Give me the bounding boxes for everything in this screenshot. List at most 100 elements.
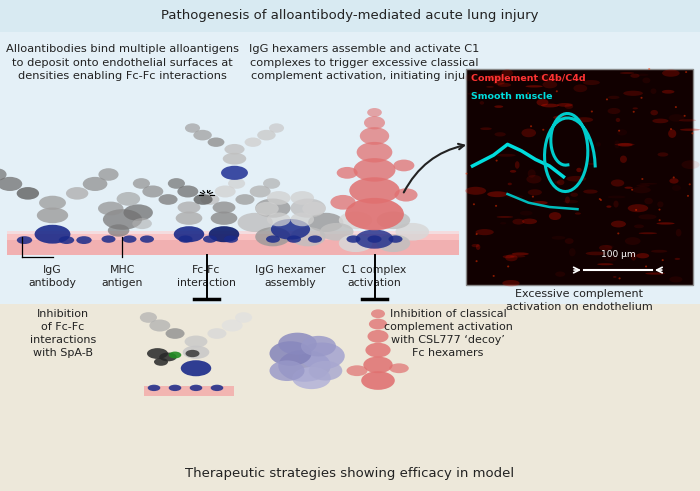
Ellipse shape <box>368 330 388 343</box>
Ellipse shape <box>640 183 657 185</box>
Ellipse shape <box>308 236 322 243</box>
Ellipse shape <box>244 137 261 147</box>
FancyBboxPatch shape <box>466 69 693 285</box>
Ellipse shape <box>618 130 620 132</box>
Ellipse shape <box>587 163 596 165</box>
Ellipse shape <box>507 266 509 268</box>
Ellipse shape <box>59 236 74 244</box>
Ellipse shape <box>541 104 559 108</box>
Ellipse shape <box>493 275 495 277</box>
Ellipse shape <box>389 236 402 243</box>
Ellipse shape <box>147 348 168 359</box>
Ellipse shape <box>687 195 689 197</box>
Ellipse shape <box>123 204 153 221</box>
Ellipse shape <box>684 115 686 117</box>
Ellipse shape <box>76 236 92 244</box>
Text: Alloantibodies bind multiple alloantigens
to deposit onto endothelial surfaces a: Alloantibodies bind multiple alloantigen… <box>6 44 239 82</box>
Ellipse shape <box>169 352 181 358</box>
Ellipse shape <box>211 385 223 391</box>
Ellipse shape <box>203 236 217 243</box>
Ellipse shape <box>620 156 627 163</box>
Ellipse shape <box>564 200 578 203</box>
Ellipse shape <box>651 250 667 253</box>
Ellipse shape <box>645 266 647 268</box>
Ellipse shape <box>617 143 633 147</box>
Ellipse shape <box>140 312 157 323</box>
Ellipse shape <box>616 118 620 122</box>
Ellipse shape <box>108 224 130 237</box>
Ellipse shape <box>472 244 480 247</box>
Ellipse shape <box>0 177 22 191</box>
Ellipse shape <box>522 218 537 224</box>
Text: Excessive complement
activation on endothelium: Excessive complement activation on endot… <box>506 289 652 311</box>
Ellipse shape <box>393 160 414 171</box>
Ellipse shape <box>66 187 88 200</box>
Ellipse shape <box>569 248 575 256</box>
Text: 100 μm: 100 μm <box>601 250 635 259</box>
Ellipse shape <box>346 365 368 376</box>
Ellipse shape <box>608 108 620 114</box>
Ellipse shape <box>530 125 532 127</box>
Ellipse shape <box>377 234 410 252</box>
Ellipse shape <box>270 341 312 366</box>
Ellipse shape <box>638 232 657 234</box>
Ellipse shape <box>360 127 389 145</box>
Ellipse shape <box>117 192 140 206</box>
Ellipse shape <box>476 244 480 250</box>
Ellipse shape <box>133 178 150 189</box>
Ellipse shape <box>662 90 674 94</box>
Ellipse shape <box>631 189 634 191</box>
Ellipse shape <box>590 142 592 144</box>
Ellipse shape <box>557 103 573 107</box>
Ellipse shape <box>644 198 653 204</box>
Ellipse shape <box>309 361 342 381</box>
Ellipse shape <box>643 78 650 83</box>
Ellipse shape <box>346 236 360 243</box>
Ellipse shape <box>237 213 273 232</box>
Ellipse shape <box>597 263 613 265</box>
Text: Complement C4b/C4d: Complement C4b/C4d <box>471 74 586 82</box>
Ellipse shape <box>635 209 637 211</box>
Ellipse shape <box>497 154 516 157</box>
Ellipse shape <box>606 205 611 208</box>
Ellipse shape <box>566 176 586 182</box>
Ellipse shape <box>553 115 568 119</box>
Ellipse shape <box>500 222 506 224</box>
Ellipse shape <box>512 252 528 255</box>
Ellipse shape <box>681 160 699 169</box>
Ellipse shape <box>634 224 644 228</box>
Ellipse shape <box>604 245 614 248</box>
Ellipse shape <box>389 363 409 373</box>
Text: Fc-Fc
interaction: Fc-Fc interaction <box>177 265 236 288</box>
Ellipse shape <box>611 220 626 227</box>
Ellipse shape <box>672 185 681 191</box>
Ellipse shape <box>652 119 668 123</box>
Ellipse shape <box>222 320 243 331</box>
Ellipse shape <box>669 178 678 184</box>
Ellipse shape <box>527 92 529 94</box>
Text: Inhibition
of Fc-Fc
interactions
with SpA-B: Inhibition of Fc-Fc interactions with Sp… <box>30 309 96 358</box>
Text: IgG hexamer
assembly: IgG hexamer assembly <box>256 265 326 288</box>
Ellipse shape <box>624 187 633 189</box>
Ellipse shape <box>142 186 163 197</box>
Ellipse shape <box>685 71 687 73</box>
Ellipse shape <box>293 367 330 389</box>
Ellipse shape <box>586 251 606 255</box>
Ellipse shape <box>606 98 608 100</box>
Ellipse shape <box>98 202 123 216</box>
Ellipse shape <box>494 106 503 108</box>
Ellipse shape <box>510 255 526 257</box>
Ellipse shape <box>228 178 245 189</box>
Ellipse shape <box>669 276 682 282</box>
Ellipse shape <box>528 169 536 178</box>
Ellipse shape <box>673 176 675 178</box>
Ellipse shape <box>354 158 395 182</box>
Ellipse shape <box>633 111 635 113</box>
Ellipse shape <box>473 203 475 205</box>
Ellipse shape <box>532 196 534 198</box>
Ellipse shape <box>339 212 372 229</box>
Ellipse shape <box>615 143 635 146</box>
Ellipse shape <box>221 166 248 180</box>
Ellipse shape <box>148 385 160 391</box>
Ellipse shape <box>368 236 382 243</box>
